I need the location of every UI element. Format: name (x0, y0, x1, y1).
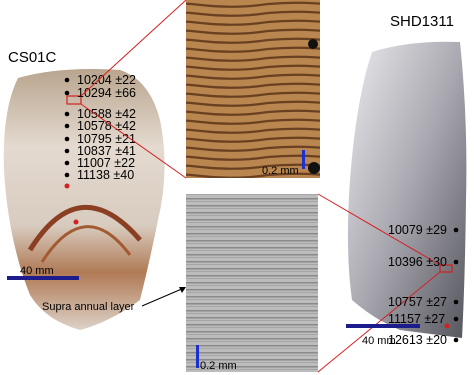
date-dot (64, 111, 70, 117)
photo-spot (308, 39, 318, 49)
date-label: 10079 ±29 (388, 223, 447, 237)
bottom-photo (186, 194, 318, 372)
date-dot (64, 90, 70, 96)
date-label: 10396 ±30 (388, 255, 447, 269)
connector (317, 193, 441, 266)
connector (80, 0, 187, 97)
date-label: 11007 ±22 (77, 156, 135, 170)
top-photo (186, 0, 320, 178)
annotation: Supra annual layer (42, 301, 135, 313)
date-label: 10204 ±22 (77, 73, 136, 87)
connector (80, 103, 187, 179)
date-dot (64, 172, 70, 178)
growth-band (27, 204, 142, 252)
date-dot (453, 259, 459, 265)
photo-spot (308, 162, 320, 174)
date-label: 11138 ±40 (77, 168, 134, 182)
sample-label: SHD1311 (390, 13, 454, 30)
date-label: 10837 ±41 (77, 144, 136, 158)
scale-label: 0.2 mm (262, 165, 299, 177)
red-dot (444, 323, 450, 329)
scale-label: 0.2 mm (200, 360, 237, 372)
date-dot (453, 299, 459, 305)
sample-box (66, 95, 82, 105)
date-dot (64, 160, 70, 166)
date-label: 10294 ±66 (77, 86, 136, 100)
growth-band (40, 225, 132, 263)
date-label: 11157 ±27 (388, 312, 445, 326)
date-label: 10757 ±27 (388, 295, 447, 309)
date-dot (453, 316, 459, 322)
date-label: 10588 ±42 (77, 107, 136, 121)
scale-bar (7, 276, 79, 280)
connector (317, 271, 441, 373)
scale-label: 40 mm (20, 265, 54, 277)
date-list: 10079 ±29 10396 ±30 10757 ±27 11157 ±27 1261… (388, 223, 459, 347)
scale-label: 40 mm (362, 335, 396, 347)
date-dot (453, 227, 459, 233)
date-dot (64, 136, 70, 142)
specimen-shd1311 (347, 41, 467, 338)
red-dot (73, 219, 79, 225)
scale-bar (302, 150, 305, 169)
sample-label: CS01C (8, 49, 57, 66)
scale-bar (346, 324, 420, 328)
date-dot (453, 337, 459, 343)
date-label: 10578 ±42 (77, 119, 136, 133)
arrow-head (179, 287, 186, 293)
date-dot (64, 148, 70, 154)
date-dot (64, 123, 70, 129)
annotation-arrow (141, 287, 185, 307)
date-dot (64, 77, 70, 83)
red-dot (64, 183, 70, 189)
date-label: 10795 ±21 (77, 132, 136, 146)
scale-bar (196, 345, 199, 368)
sample-box (439, 264, 453, 273)
date-label: 12613 ±20 (388, 333, 447, 347)
